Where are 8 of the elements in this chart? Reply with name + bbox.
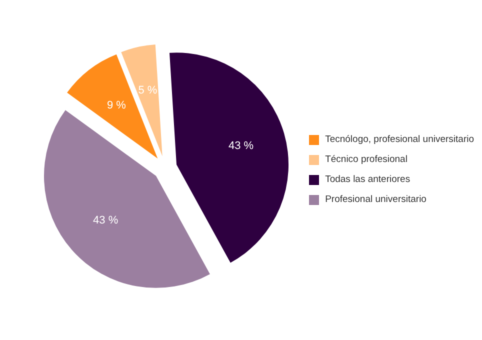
legend-label: Técnico profesional bbox=[325, 153, 408, 167]
data-label: 43 % bbox=[228, 140, 254, 152]
legend-label: Profesional universitario bbox=[325, 193, 426, 207]
data-label: 5 % bbox=[138, 84, 158, 97]
legend-label: Tecnólogo, profesional universitario bbox=[325, 133, 474, 147]
legend-label: Todas las anteriores bbox=[325, 173, 410, 187]
data-label: 43 % bbox=[93, 214, 118, 226]
data-label: 9 % bbox=[106, 99, 126, 112]
